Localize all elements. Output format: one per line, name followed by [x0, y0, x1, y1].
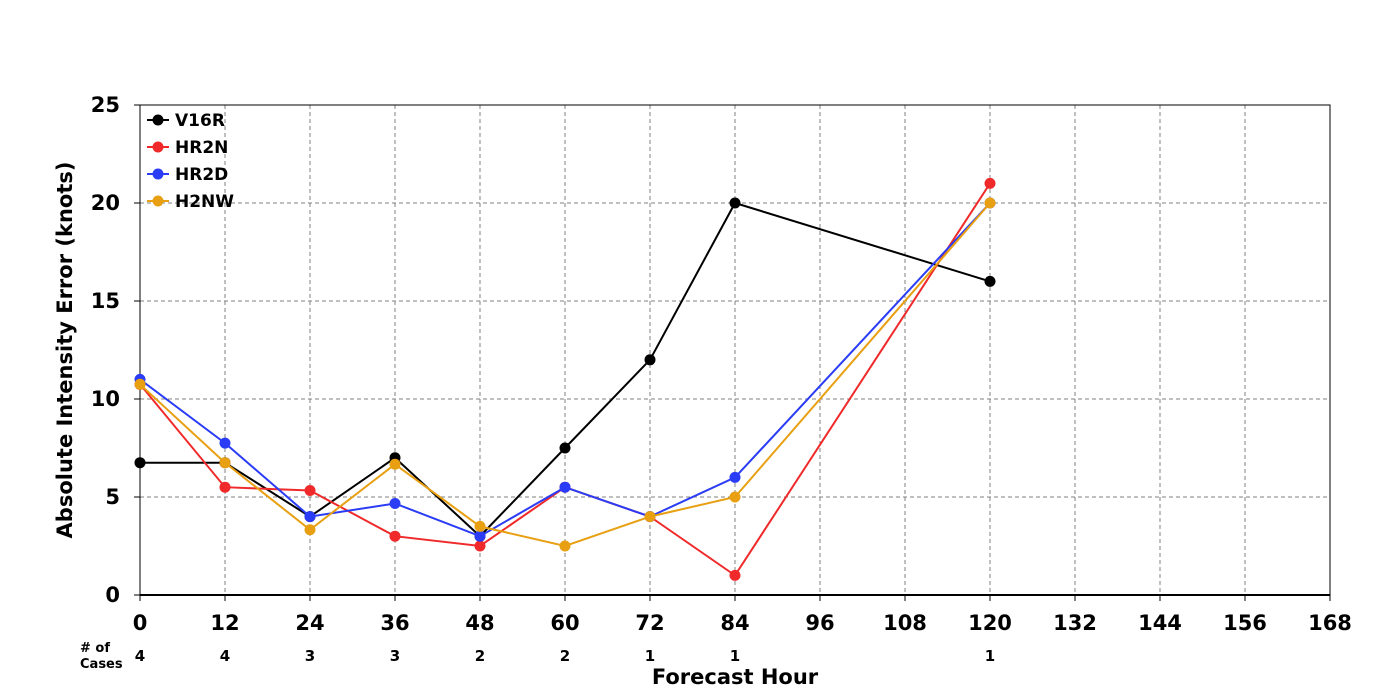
y-tick-label: 15 — [91, 289, 120, 313]
x-tick-label: 12 — [210, 611, 239, 635]
data-point-hr2d — [729, 471, 741, 483]
data-point-hr2n — [729, 569, 741, 581]
x-tick-label: 96 — [805, 611, 834, 635]
data-point-hr2d — [474, 530, 486, 542]
case-count: 2 — [560, 647, 570, 665]
data-point-h2nw — [134, 378, 146, 390]
data-point-v16r — [559, 442, 571, 454]
data-point-v16r — [134, 457, 146, 469]
x-tick-label: 84 — [720, 611, 749, 635]
data-point-v16r — [729, 197, 741, 209]
data-point-h2nw — [474, 520, 486, 532]
data-point-h2nw — [304, 524, 316, 536]
cases-row: # of Cases 4 4 3 3 2 2 1 1 1 — [80, 641, 995, 672]
x-tick-label: 156 — [1223, 611, 1267, 635]
legend-label: H2NW — [175, 192, 234, 212]
data-point-hr2n — [984, 177, 996, 189]
data-point-h2nw — [729, 491, 741, 503]
legend-swatch-marker — [152, 168, 164, 180]
y-tick-label: 0 — [105, 583, 120, 607]
series-h2nw — [134, 197, 996, 552]
legend-label: V16R — [175, 111, 225, 131]
legend-entry-hr2n: HR2N — [147, 138, 228, 158]
x-tick-label: 60 — [550, 611, 579, 635]
x-tick-label: 36 — [380, 611, 409, 635]
legend-entry-v16r: V16R — [147, 111, 225, 131]
legend-swatch-marker — [152, 114, 164, 126]
x-tick-label: 108 — [883, 611, 927, 635]
cases-label-line1: # of — [80, 641, 110, 656]
legend-label: HR2D — [175, 165, 228, 185]
data-point-hr2n — [219, 481, 231, 493]
y-axis-title: Absolute Intensity Error (knots) — [53, 162, 77, 539]
data-point-hr2d — [389, 497, 401, 509]
case-count: 1 — [645, 647, 655, 665]
data-point-v16r — [984, 275, 996, 287]
legend: V16R HR2N HR2D H2NW — [147, 111, 234, 212]
case-count: 4 — [135, 647, 145, 665]
series-hr2d — [134, 197, 996, 542]
data-point-hr2d — [304, 511, 316, 523]
case-count: 4 — [220, 647, 230, 665]
data-point-h2nw — [984, 197, 996, 209]
x-tick-label: 48 — [465, 611, 494, 635]
case-count: 2 — [475, 647, 485, 665]
x-tick-label: 72 — [635, 611, 664, 635]
data-point-hr2d — [219, 437, 231, 449]
case-count: 3 — [305, 647, 315, 665]
grid-layer — [140, 105, 1330, 595]
legend-entry-h2nw: H2NW — [147, 192, 234, 212]
x-tick-label: 132 — [1053, 611, 1097, 635]
case-count: 1 — [730, 647, 740, 665]
cases-label-line2: Cases — [80, 657, 123, 672]
legend-entry-hr2d: HR2D — [147, 165, 228, 185]
x-tick-label: 120 — [968, 611, 1012, 635]
legend-label: HR2N — [175, 138, 228, 158]
data-point-hr2d — [559, 481, 571, 493]
x-tick-label: 0 — [133, 611, 148, 635]
case-count: 1 — [985, 647, 995, 665]
data-point-v16r — [644, 354, 656, 366]
data-point-h2nw — [219, 457, 231, 469]
data-point-hr2n — [474, 540, 486, 552]
data-point-hr2n — [304, 485, 316, 497]
legend-swatch-marker — [152, 195, 164, 207]
x-tick-label: 24 — [295, 611, 324, 635]
y-tick-label: 10 — [91, 387, 120, 411]
y-tick-label: 5 — [105, 485, 120, 509]
legend-swatch-marker — [152, 141, 164, 153]
series-layer — [134, 177, 996, 581]
case-count: 3 — [390, 647, 400, 665]
ticks-layer: 0 12 24 36 48 60 72 84 96 108 120 132 144 156 168 0 5 10 1… — [91, 93, 1352, 635]
y-tick-label: 20 — [91, 191, 120, 215]
data-point-h2nw — [644, 511, 656, 523]
y-tick-label: 25 — [91, 93, 120, 117]
x-axis-title: Forecast Hour — [652, 665, 819, 689]
x-tick-label: 168 — [1308, 611, 1352, 635]
data-point-h2nw — [559, 540, 571, 552]
data-point-h2nw — [389, 458, 401, 470]
data-point-hr2n — [389, 530, 401, 542]
x-tick-label: 144 — [1138, 611, 1182, 635]
